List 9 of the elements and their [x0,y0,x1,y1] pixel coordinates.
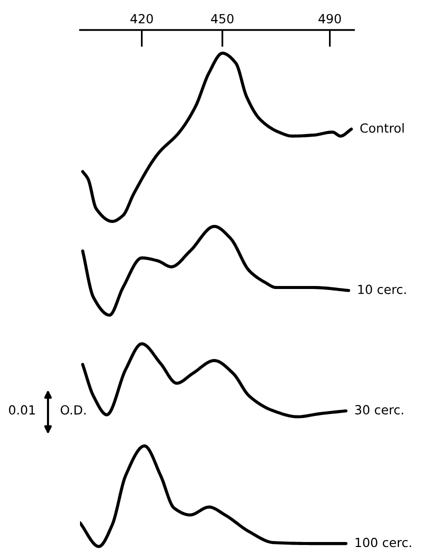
series-label: Control [360,123,404,133]
x-tick-label: 450 [211,14,234,24]
x-tick-label: 420 [130,14,153,24]
series-label: 100 cerc. [356,538,412,548]
text: 0.01 [8,405,35,415]
series-label: 30 cerc. [355,405,404,414]
annotation: O.D. [60,405,86,415]
series-label: 10 cerc. [358,284,406,294]
x-tick-label: 490 [318,14,341,24]
